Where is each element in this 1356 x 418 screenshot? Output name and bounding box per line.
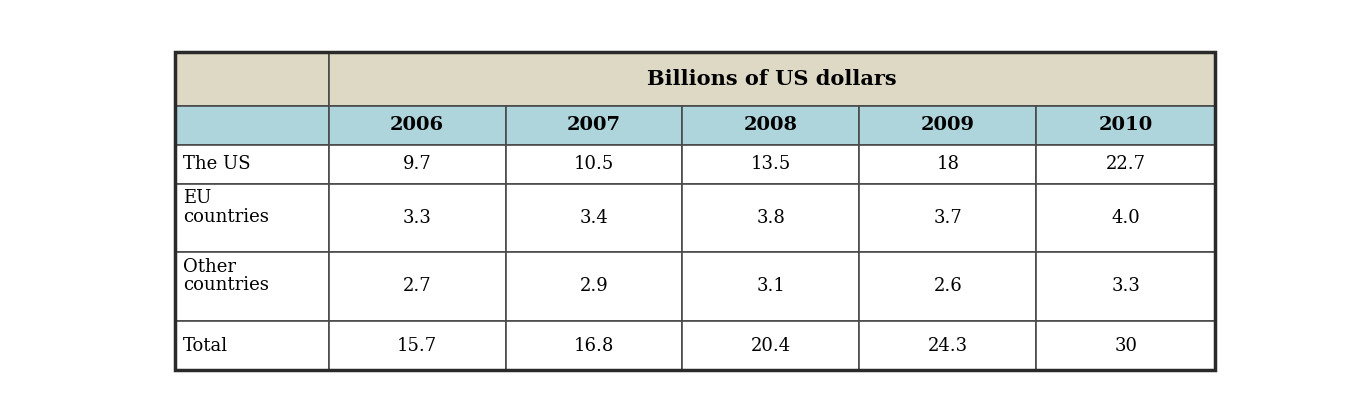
Text: 22.7: 22.7 [1105, 155, 1146, 173]
Bar [1036, 145, 1215, 184]
Bar [682, 184, 860, 252]
Bar [175, 106, 328, 145]
Text: 30: 30 [1115, 336, 1138, 354]
Text: 3.8: 3.8 [757, 209, 785, 227]
Text: 2008: 2008 [744, 116, 797, 134]
Text: 4.0: 4.0 [1112, 209, 1140, 227]
Bar [175, 184, 328, 252]
Text: 2.6: 2.6 [933, 278, 963, 296]
Bar [328, 106, 506, 145]
Text: EU: EU [183, 189, 212, 207]
Bar [328, 145, 506, 184]
Bar [506, 321, 682, 370]
Bar [175, 321, 328, 370]
Text: 10.5: 10.5 [574, 155, 614, 173]
Text: 2009: 2009 [921, 116, 975, 134]
Bar [860, 106, 1036, 145]
Text: 3.3: 3.3 [1111, 278, 1140, 296]
Bar [1036, 106, 1215, 145]
Text: Billions of US dollars: Billions of US dollars [647, 69, 896, 89]
Text: 13.5: 13.5 [751, 155, 791, 173]
Bar [328, 184, 506, 252]
Bar [175, 52, 328, 106]
Text: 9.7: 9.7 [403, 155, 431, 173]
Text: 3.1: 3.1 [757, 278, 785, 296]
Text: 2007: 2007 [567, 116, 621, 134]
Text: 18: 18 [936, 155, 959, 173]
Bar [1036, 252, 1215, 321]
Text: 2.7: 2.7 [403, 278, 431, 296]
Bar [175, 252, 328, 321]
Bar [860, 184, 1036, 252]
Text: 20.4: 20.4 [751, 336, 791, 354]
Bar [682, 106, 860, 145]
Text: Total: Total [183, 336, 228, 354]
Text: 16.8: 16.8 [574, 336, 614, 354]
Text: 3.7: 3.7 [933, 209, 963, 227]
Text: 3.3: 3.3 [403, 209, 431, 227]
Text: countries: countries [183, 276, 268, 294]
Text: Other: Other [183, 258, 236, 276]
Bar [328, 321, 506, 370]
Text: The US: The US [183, 155, 251, 173]
Bar [506, 106, 682, 145]
Bar [860, 252, 1036, 321]
Bar [175, 145, 328, 184]
Bar [682, 252, 860, 321]
Text: 15.7: 15.7 [397, 336, 437, 354]
Text: 2006: 2006 [391, 116, 445, 134]
Text: 2010: 2010 [1098, 116, 1153, 134]
Bar [506, 252, 682, 321]
Text: 3.4: 3.4 [579, 209, 609, 227]
Bar [860, 145, 1036, 184]
Text: 2.9: 2.9 [579, 278, 609, 296]
Text: countries: countries [183, 208, 268, 226]
Text: 24.3: 24.3 [928, 336, 968, 354]
Bar [328, 52, 1215, 106]
Bar [1036, 184, 1215, 252]
Bar [682, 145, 860, 184]
Bar [328, 252, 506, 321]
Bar [1036, 321, 1215, 370]
Bar [682, 321, 860, 370]
Bar [506, 145, 682, 184]
Bar [860, 321, 1036, 370]
Bar [506, 184, 682, 252]
